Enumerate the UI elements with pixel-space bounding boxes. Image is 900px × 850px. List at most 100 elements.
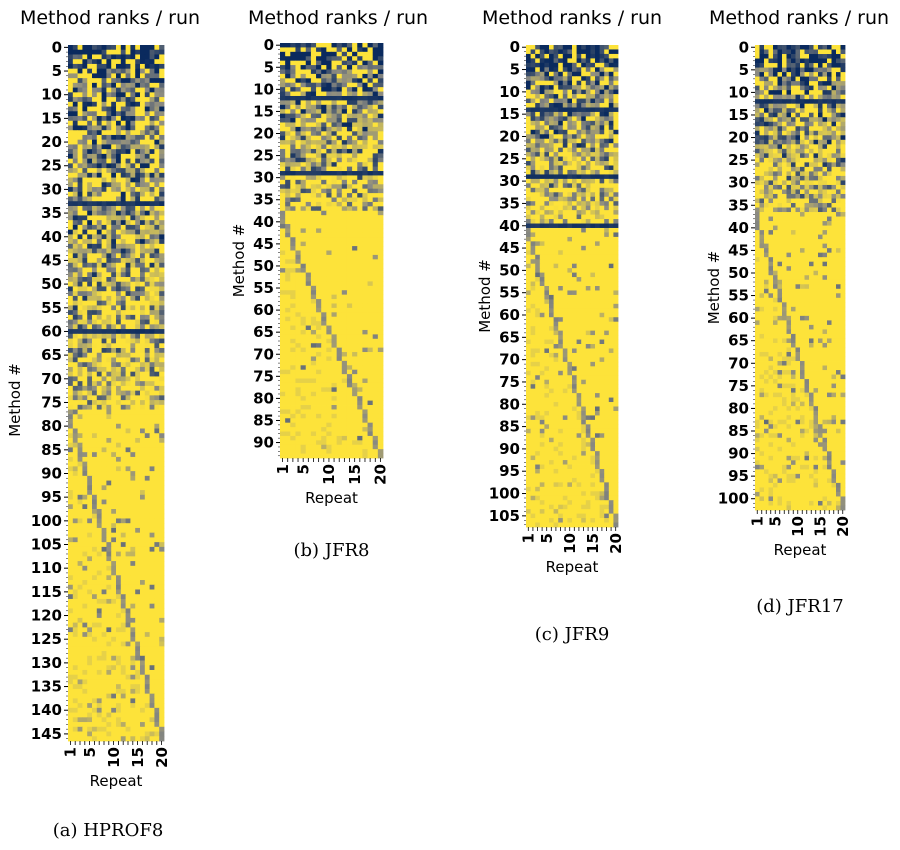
heatmap-cell bbox=[68, 504, 74, 510]
heatmap-cell bbox=[144, 433, 150, 439]
heatmap-cell bbox=[130, 419, 136, 425]
heatmap-cell bbox=[77, 542, 83, 548]
heatmap-cell bbox=[101, 352, 107, 358]
heatmap-cell bbox=[120, 248, 126, 254]
heatmap-cell bbox=[111, 300, 117, 306]
heatmap-cell bbox=[367, 325, 374, 331]
heatmap-cell bbox=[144, 655, 150, 661]
heatmap-cell bbox=[331, 144, 338, 150]
heatmap-cell bbox=[321, 405, 327, 410]
heatmap-cell bbox=[331, 184, 338, 190]
heatmap-cell bbox=[72, 575, 78, 581]
heatmap-cell bbox=[120, 125, 126, 131]
heatmap-cell bbox=[92, 68, 98, 74]
heatmap-cell bbox=[357, 184, 363, 190]
heatmap-cell bbox=[149, 617, 155, 624]
heatmap-cell bbox=[87, 196, 93, 202]
heatmap-cell bbox=[82, 456, 88, 463]
heatmap-cell bbox=[326, 91, 332, 97]
heatmap-cell bbox=[125, 428, 131, 434]
heatmap-cell bbox=[305, 118, 312, 123]
heatmap-cell bbox=[341, 343, 348, 349]
heatmap-cell bbox=[316, 440, 322, 446]
heatmap-cell bbox=[316, 197, 322, 203]
heatmap-cell bbox=[92, 688, 98, 695]
heatmap-cell bbox=[352, 294, 358, 300]
heatmap-cell bbox=[101, 731, 107, 737]
heatmap-cell bbox=[120, 376, 126, 382]
heatmap-cell bbox=[154, 556, 160, 562]
heatmap-cell bbox=[111, 442, 117, 448]
heatmap-cell bbox=[125, 45, 131, 51]
heatmap-cell bbox=[120, 461, 126, 467]
heatmap-cell bbox=[310, 60, 317, 66]
heatmap-cell bbox=[280, 228, 286, 234]
heatmap-cell bbox=[367, 157, 374, 163]
heatmap-cell bbox=[300, 356, 307, 362]
heatmap-cell bbox=[125, 300, 131, 306]
heatmap-cell bbox=[92, 319, 98, 325]
heatmap-cell bbox=[341, 347, 348, 353]
heatmap-cell bbox=[96, 253, 102, 259]
heatmap-cell bbox=[116, 546, 122, 553]
heatmap-cell bbox=[72, 404, 78, 410]
heatmap-cell bbox=[68, 717, 74, 723]
heatmap-cell bbox=[68, 54, 74, 60]
heatmap-cell bbox=[72, 381, 78, 387]
heatmap-cell bbox=[101, 674, 107, 680]
heatmap-cell bbox=[130, 636, 136, 642]
heatmap-cell bbox=[300, 365, 307, 371]
heatmap-cell bbox=[149, 134, 155, 141]
heatmap-cell bbox=[135, 87, 141, 93]
heatmap-cell bbox=[144, 674, 150, 680]
heatmap-cell bbox=[159, 172, 165, 178]
heatmap-cell bbox=[367, 250, 374, 256]
heatmap-cell bbox=[120, 158, 126, 164]
heatmap-cell bbox=[140, 153, 146, 160]
heatmap-cell bbox=[336, 82, 343, 88]
heatmap-cell bbox=[290, 316, 296, 322]
heatmap-cell bbox=[101, 187, 107, 193]
heatmap-cell bbox=[111, 329, 117, 335]
heatmap-cell bbox=[144, 561, 150, 567]
heatmap-cell bbox=[82, 210, 88, 216]
heatmap-cell bbox=[346, 321, 353, 326]
heatmap-cell bbox=[116, 641, 122, 647]
heatmap-cell bbox=[300, 321, 307, 326]
heatmap-cell bbox=[377, 422, 384, 428]
heatmap-cell bbox=[316, 272, 322, 278]
heatmap-cell bbox=[68, 116, 74, 122]
heatmap-cell bbox=[362, 400, 368, 406]
heatmap-cell bbox=[346, 387, 353, 393]
heatmap-cell bbox=[159, 291, 165, 297]
heatmap-cell bbox=[149, 333, 155, 339]
heatmap-cell bbox=[336, 387, 343, 393]
heatmap-cell bbox=[116, 295, 122, 302]
heatmap-cell bbox=[285, 356, 291, 362]
heatmap-cell bbox=[305, 241, 312, 247]
heatmap-cell bbox=[285, 148, 291, 154]
heatmap-cell bbox=[144, 641, 150, 647]
heatmap-cell bbox=[336, 405, 343, 410]
heatmap-cell bbox=[135, 130, 141, 136]
heatmap-cell bbox=[101, 92, 107, 98]
heatmap-cell bbox=[120, 627, 126, 633]
heatmap-cell bbox=[362, 171, 368, 176]
heatmap-cell bbox=[111, 139, 117, 145]
heatmap-cell bbox=[336, 294, 343, 300]
heatmap-cell bbox=[377, 352, 384, 357]
heatmap-cell bbox=[72, 674, 78, 680]
heatmap-cell bbox=[280, 352, 286, 357]
heatmap-cell bbox=[106, 494, 112, 500]
heatmap-cell bbox=[140, 215, 146, 221]
heatmap-cell bbox=[352, 374, 358, 379]
heatmap-cell bbox=[280, 140, 286, 145]
heatmap-cell bbox=[87, 584, 93, 590]
heatmap-cell bbox=[116, 674, 122, 680]
heatmap-cell bbox=[149, 698, 155, 704]
heatmap-cell bbox=[140, 295, 146, 302]
heatmap-cell bbox=[120, 381, 126, 387]
heatmap-cell bbox=[285, 259, 291, 265]
heatmap-cell bbox=[144, 366, 150, 373]
heatmap-cell bbox=[321, 352, 327, 357]
